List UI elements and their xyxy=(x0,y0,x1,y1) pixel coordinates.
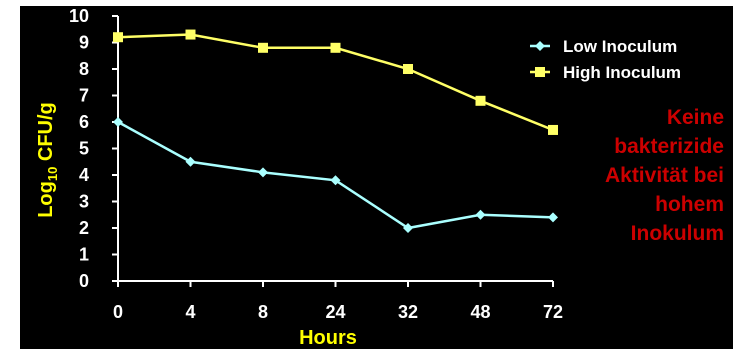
x-axis-title: Hours xyxy=(299,327,357,349)
x-tick-label: 72 xyxy=(543,302,563,322)
annotation-line: hohem xyxy=(655,193,724,216)
data-point xyxy=(258,42,268,53)
data-point xyxy=(330,175,341,186)
y-tick-label: 0 xyxy=(79,271,89,291)
series-2 xyxy=(113,29,558,135)
annotation-line: Keine xyxy=(667,106,724,129)
y-tick-labels: 0 1 2 3 4 5 6 7 8 9 10 xyxy=(69,6,118,291)
y-axis-title-rest: CFU/g xyxy=(35,102,57,166)
data-point xyxy=(548,212,558,223)
data-point xyxy=(475,209,486,220)
y-tick-label: 8 xyxy=(79,59,89,79)
data-point xyxy=(475,95,486,106)
legend-label: High Inoculum xyxy=(563,63,681,82)
clipped-text-2: inverement xyxy=(448,0,502,3)
y-tick-label: 3 xyxy=(79,192,89,212)
y-tick-label: 10 xyxy=(69,6,89,26)
clipped-text-1: inverement xyxy=(285,0,339,3)
data-point xyxy=(185,156,196,167)
y-tick-label: 9 xyxy=(79,33,89,53)
x-tick-label: 8 xyxy=(258,302,268,322)
x-tick-label: 24 xyxy=(325,302,345,322)
data-point xyxy=(330,42,341,53)
y-tick-label: 7 xyxy=(79,86,89,106)
data-point xyxy=(185,29,196,40)
data-point xyxy=(113,117,123,127)
data-point xyxy=(548,124,558,135)
y-axis-title-base: Log xyxy=(35,181,57,218)
annotation-line: Aktivität bei xyxy=(605,164,724,187)
series-layer xyxy=(113,29,558,233)
y-tick-label: 4 xyxy=(79,165,89,185)
series-1 xyxy=(113,117,558,233)
data-point xyxy=(113,32,123,43)
y-tick-label: 2 xyxy=(79,218,89,238)
legend-marker xyxy=(535,41,545,51)
data-point xyxy=(403,223,413,233)
axes xyxy=(117,16,553,282)
y-axis-title: Log10 CFU/g xyxy=(35,102,60,218)
x-tick-label: 0 xyxy=(113,302,123,322)
y-axis-title-subscript: 10 xyxy=(45,167,60,181)
clipped-header-text: inverement inverement endocarditis xyxy=(0,0,733,6)
legend: Low Inoculum High Inoculum xyxy=(530,37,681,82)
y-tick-label: 1 xyxy=(79,245,89,265)
data-point xyxy=(258,167,268,178)
annotation-line: bakterizide xyxy=(614,135,724,158)
annotation-line: Inokulum xyxy=(631,222,724,245)
series-line xyxy=(117,120,554,230)
y-tick-label: 5 xyxy=(79,139,89,159)
chart-background xyxy=(20,0,733,349)
y-tick-label: 6 xyxy=(79,112,89,132)
data-point xyxy=(403,64,413,74)
annotation-text: Keine bakterizide Aktivität bei hohem Inokul… xyxy=(605,106,724,245)
clipped-text-3: endocarditis xyxy=(615,0,674,3)
x-tick-label: 4 xyxy=(185,302,195,322)
legend-marker xyxy=(535,67,545,77)
x-tick-labels: 0 4 8 24 32 48 72 xyxy=(113,281,563,322)
x-tick-label: 48 xyxy=(470,302,490,322)
x-tick-label: 32 xyxy=(398,302,418,322)
legend-label: Low Inoculum xyxy=(563,37,677,56)
